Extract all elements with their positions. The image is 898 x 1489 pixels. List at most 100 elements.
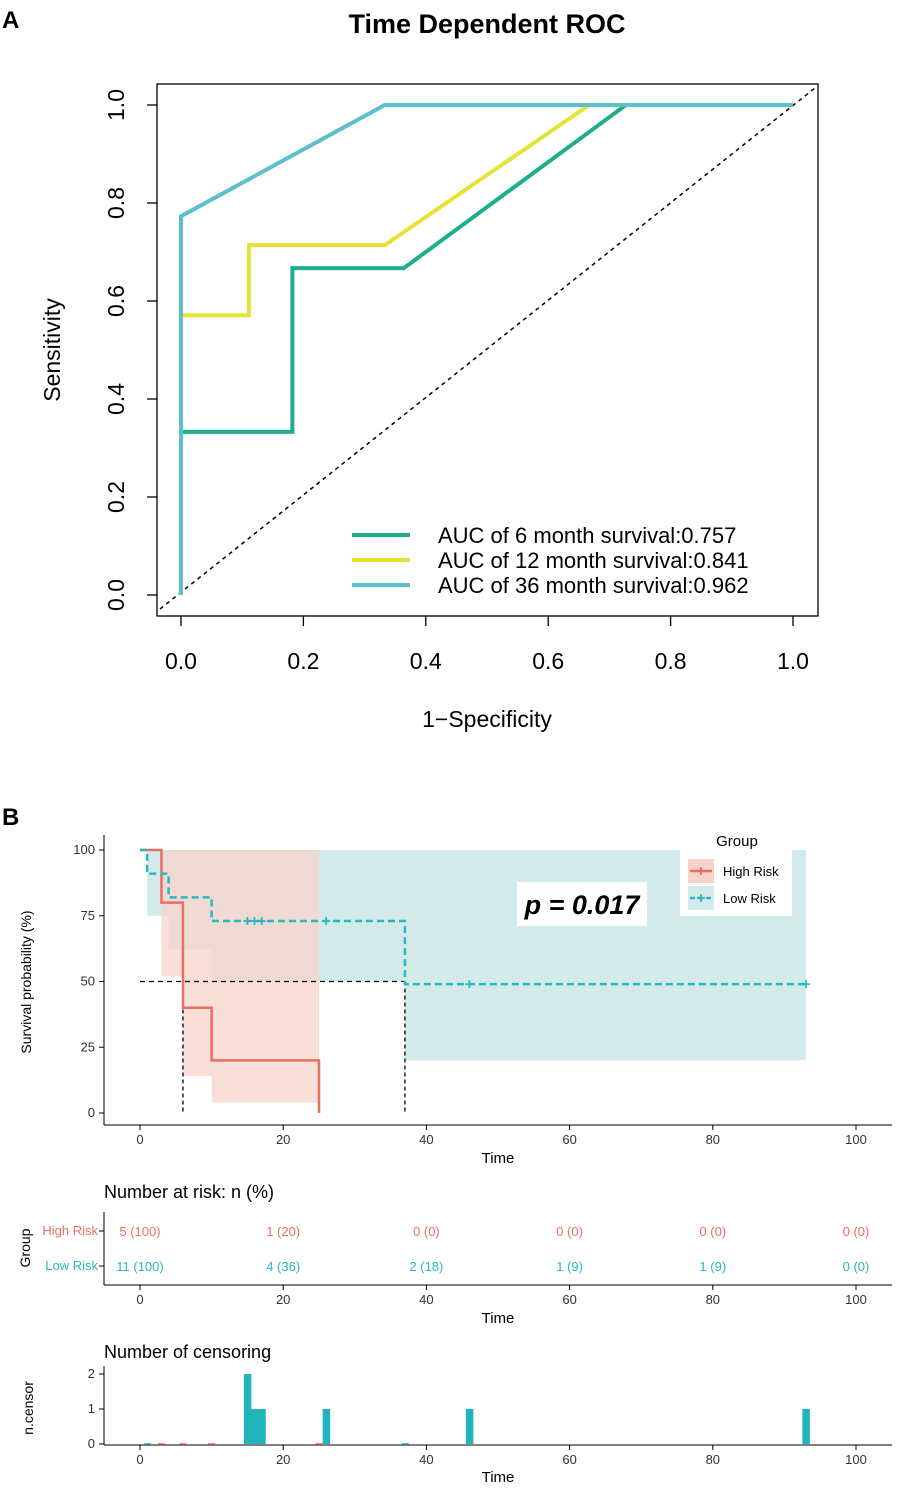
- risk-x-tick-label: 0: [136, 1292, 143, 1307]
- roc-x-tick-label: 0.4: [410, 648, 442, 674]
- risk-x-axis: 0 20 40 60 80 100: [136, 1285, 867, 1307]
- roc-y-tick-label: 0.2: [103, 481, 129, 513]
- roc-curve-2: [179, 103, 793, 595]
- pvalue-box: [517, 882, 647, 926]
- km-censor-mark: [801, 980, 810, 989]
- roc-x-axis: 0.0 0.2 0.4 0.6 0.8 1.0: [165, 616, 809, 674]
- risk-x-tick-label: 40: [419, 1292, 433, 1307]
- km-censor-mark: [322, 917, 331, 926]
- roc-y-tick-label: 0.4: [103, 383, 129, 415]
- pvalue-label: p = 0.017: [524, 890, 642, 920]
- risk-cell: 11 (100): [116, 1259, 163, 1274]
- km-x-label: Time: [482, 1150, 515, 1167]
- km-y-tick-label: 0: [88, 1105, 95, 1120]
- km-curve-0: [140, 848, 321, 1113]
- censor-bar: [465, 1409, 474, 1444]
- censor-x-label: Time: [482, 1469, 515, 1486]
- km-x-tick-label: 80: [706, 1132, 720, 1147]
- roc-legend-label: AUC of 6 month survival:0.757: [438, 523, 736, 548]
- km-y-tick-label: 25: [81, 1039, 95, 1054]
- roc-title: Time Dependent ROC: [348, 9, 625, 39]
- censor-bar: [243, 1374, 252, 1444]
- censor-title: Number of censoring: [104, 1342, 271, 1362]
- risk-cell: 0 (0): [843, 1259, 870, 1274]
- km-legend-key-cross: [697, 894, 705, 902]
- censor-bars: [144, 1374, 810, 1445]
- censor-bar: [258, 1409, 266, 1444]
- km-censor-mark: [257, 917, 266, 926]
- roc-x-tick-label: 0.0: [165, 648, 197, 674]
- censor-y-label: n.censor: [20, 1381, 36, 1435]
- censor-y-tick-label: 0: [88, 1436, 95, 1451]
- roc-x-tick-label: 0.2: [287, 648, 319, 674]
- km-ci-band-0: [140, 850, 319, 1103]
- risk-cell: 0 (0): [556, 1224, 583, 1239]
- risk-table-title: Number at risk: n (%): [104, 1182, 274, 1202]
- risk-cell: 1 (20): [266, 1224, 300, 1239]
- risk-cell: 1 (9): [699, 1259, 726, 1274]
- risk-cell: 5 (100): [119, 1224, 160, 1239]
- roc-y-tick-label: 0.8: [103, 187, 129, 219]
- censor-bar: [322, 1409, 331, 1444]
- km-censor-mark: [465, 980, 474, 989]
- risk-group-label: Low Risk: [45, 1258, 98, 1273]
- km-legend-key-cross: [697, 867, 705, 875]
- censor-x-tick-label: 100: [845, 1452, 867, 1467]
- km-x-tick-label: 100: [845, 1132, 867, 1147]
- risk-cell: 2 (18): [409, 1259, 443, 1274]
- roc-x-tick-label: 1.0: [777, 648, 809, 674]
- km-legend-title: Group: [716, 833, 758, 850]
- risk-table: High Risk 5 (100) 1 (20) 0 (0) 0 (0) 0 (0) 0 (…: [42, 1223, 869, 1274]
- censor-x-tick-label: 40: [419, 1452, 433, 1467]
- km-y-axis: 0 25 50 75 100: [73, 842, 104, 1120]
- censor-bar: [251, 1409, 259, 1444]
- censor-x-tick-label: 0: [136, 1452, 143, 1467]
- risk-x-tick-label: 80: [706, 1292, 720, 1307]
- km-curves: [140, 848, 810, 1113]
- risk-cell: 0 (0): [843, 1224, 870, 1239]
- km-x-tick-label: 40: [419, 1132, 433, 1147]
- risk-x-tick-label: 20: [276, 1292, 290, 1307]
- risk-cell: 0 (0): [413, 1224, 440, 1239]
- censor-x-tick-label: 20: [276, 1452, 290, 1467]
- roc-curves: [179, 103, 793, 595]
- roc-x-label: 1−Specificity: [422, 706, 552, 732]
- censor-bar: [802, 1409, 810, 1444]
- roc-legend-label: AUC of 36 month survival:0.962: [438, 573, 749, 598]
- roc-y-tick-label: 0.0: [103, 579, 129, 611]
- roc-y-tick-label: 1.0: [103, 89, 129, 121]
- km-legend: High Risk Low Risk: [688, 859, 779, 910]
- roc-y-tick-label: 0.6: [103, 285, 129, 317]
- roc-y-axis: 0.0 0.2 0.4 0.6 0.8 1.0: [103, 89, 157, 611]
- km-y-label: Survival probability (%): [18, 910, 34, 1053]
- risk-x-tick-label: 60: [562, 1292, 576, 1307]
- risk-cell: 1 (9): [556, 1259, 583, 1274]
- roc-reference-line: [159, 87, 816, 610]
- km-x-tick-label: 60: [562, 1132, 576, 1147]
- censor-y-axis: 0 1 2: [88, 1366, 104, 1451]
- risk-cell: 4 (36): [266, 1259, 300, 1274]
- roc-legend-label: AUC of 12 month survival:0.841: [438, 548, 749, 573]
- censor-x-axis: 0 20 40 60 80 100: [136, 1445, 867, 1467]
- risk-x-tick-label: 100: [845, 1292, 867, 1307]
- roc-plot-frame: [156, 83, 819, 617]
- roc-x-tick-label: 0.8: [655, 648, 687, 674]
- km-legend-label: Low Risk: [723, 891, 776, 906]
- censor-x-tick-label: 60: [562, 1452, 576, 1467]
- risk-group-label: High Risk: [42, 1223, 98, 1238]
- roc-y-label: Sensitivity: [39, 298, 65, 402]
- km-censor-mark: [250, 917, 259, 926]
- km-x-tick-label: 20: [276, 1132, 290, 1147]
- risk-y-label: Group: [17, 1228, 33, 1267]
- km-x-tick-label: 0: [136, 1132, 143, 1147]
- km-legend-label: High Risk: [723, 864, 779, 879]
- risk-cell: 0 (0): [699, 1224, 726, 1239]
- km-y-tick-label: 50: [81, 974, 95, 989]
- km-curve-1: [140, 848, 806, 986]
- censor-y-tick-label: 2: [88, 1366, 95, 1381]
- km-censor-mark: [243, 917, 252, 926]
- km-y-tick-label: 100: [73, 842, 95, 857]
- roc-x-tick-label: 0.6: [532, 648, 564, 674]
